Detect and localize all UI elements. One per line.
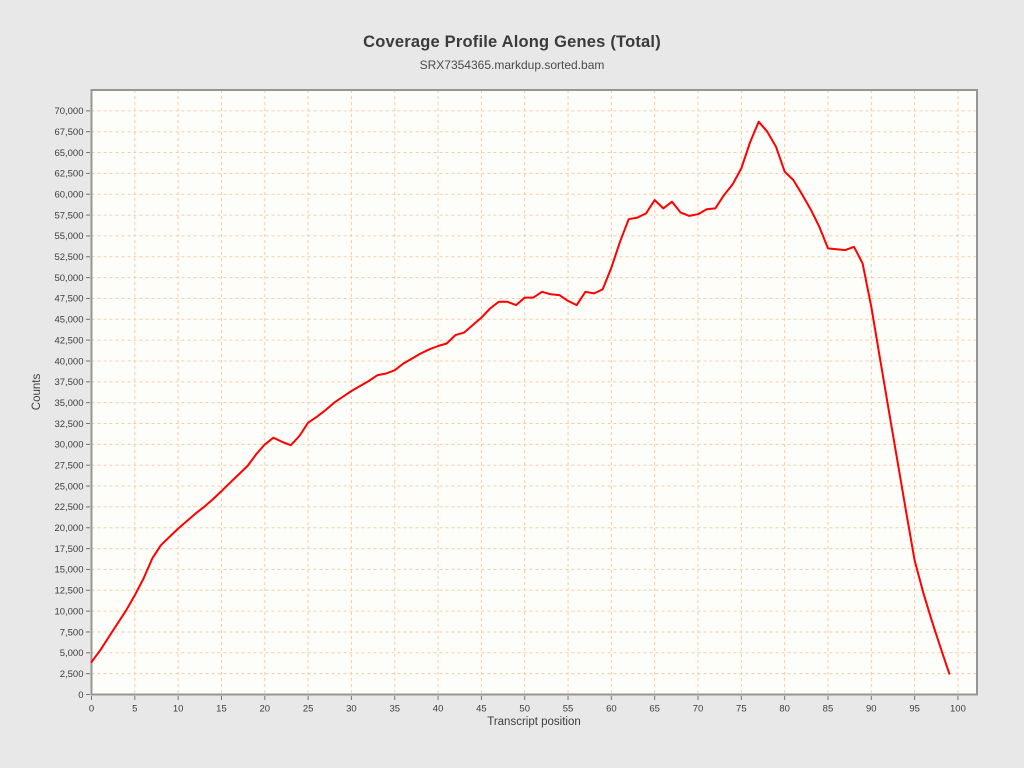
svg-text:90: 90 (866, 704, 877, 715)
svg-text:62,500: 62,500 (54, 169, 83, 180)
svg-text:45: 45 (476, 704, 487, 715)
svg-text:40,000: 40,000 (54, 356, 83, 367)
svg-text:25,000: 25,000 (54, 481, 83, 492)
svg-text:27,500: 27,500 (54, 461, 83, 472)
svg-text:70,000: 70,000 (54, 106, 83, 117)
svg-text:10: 10 (173, 704, 184, 715)
svg-text:30,000: 30,000 (54, 440, 83, 451)
svg-text:25: 25 (303, 704, 314, 715)
svg-text:35: 35 (389, 704, 400, 715)
gridlines (91, 90, 977, 695)
svg-text:57,500: 57,500 (54, 210, 83, 221)
svg-text:0: 0 (89, 704, 94, 715)
svg-text:67,500: 67,500 (54, 127, 83, 138)
svg-text:5: 5 (132, 704, 137, 715)
svg-text:47,500: 47,500 (54, 294, 83, 305)
x-axis-label: Transcript position (487, 716, 581, 728)
svg-text:37,500: 37,500 (54, 377, 83, 388)
svg-text:70: 70 (693, 704, 704, 715)
svg-text:5,000: 5,000 (60, 648, 84, 659)
y-ticks (86, 110, 90, 695)
svg-text:40: 40 (433, 704, 444, 715)
svg-text:65: 65 (649, 704, 660, 715)
plot-border (90, 89, 978, 696)
svg-text:15: 15 (216, 704, 227, 715)
svg-text:20,000: 20,000 (54, 523, 83, 534)
x-tick-labels: 0 5 10 15 20 25 30 35 40 45 50 55 60 65 70 75 80 85 90 95 10… (89, 704, 966, 715)
svg-text:55: 55 (563, 704, 574, 715)
svg-text:10,000: 10,000 (54, 606, 83, 617)
svg-text:32,500: 32,500 (54, 419, 83, 430)
svg-text:52,500: 52,500 (54, 252, 83, 263)
coverage-series-line (90, 120, 951, 675)
svg-text:20: 20 (259, 704, 270, 715)
svg-text:100: 100 (950, 704, 966, 715)
svg-text:50,000: 50,000 (54, 273, 83, 284)
svg-text:60,000: 60,000 (54, 190, 83, 201)
y-axis-label: Counts (31, 373, 43, 411)
svg-text:65,000: 65,000 (54, 148, 83, 159)
chart-title: Coverage Profile Along Genes (Total) (363, 33, 661, 51)
svg-text:7,500: 7,500 (60, 627, 84, 638)
svg-text:85: 85 (823, 704, 834, 715)
svg-text:17,500: 17,500 (54, 544, 83, 555)
plot-panel (91, 90, 977, 695)
svg-text:55,000: 55,000 (54, 231, 83, 242)
svg-text:12,500: 12,500 (54, 586, 83, 597)
svg-text:15,000: 15,000 (54, 565, 83, 576)
svg-text:0: 0 (78, 690, 83, 701)
svg-text:22,500: 22,500 (54, 502, 83, 513)
svg-text:42,500: 42,500 (54, 335, 83, 346)
svg-text:2,500: 2,500 (60, 669, 84, 680)
svg-text:60: 60 (606, 704, 617, 715)
svg-text:50: 50 (519, 704, 530, 715)
x-ticks (91, 696, 959, 700)
svg-text:45,000: 45,000 (54, 315, 83, 326)
svg-text:35,000: 35,000 (54, 398, 83, 409)
chart-subtitle: SRX7354365.markdup.sorted.bam (419, 58, 605, 72)
y-tick-labels: 0 2,500 5,000 7,500 10,000 12,500 15,000 17,500… (54, 106, 83, 701)
svg-text:75: 75 (736, 704, 747, 715)
svg-text:95: 95 (909, 704, 920, 715)
svg-text:30: 30 (346, 704, 357, 715)
svg-text:80: 80 (779, 704, 790, 715)
